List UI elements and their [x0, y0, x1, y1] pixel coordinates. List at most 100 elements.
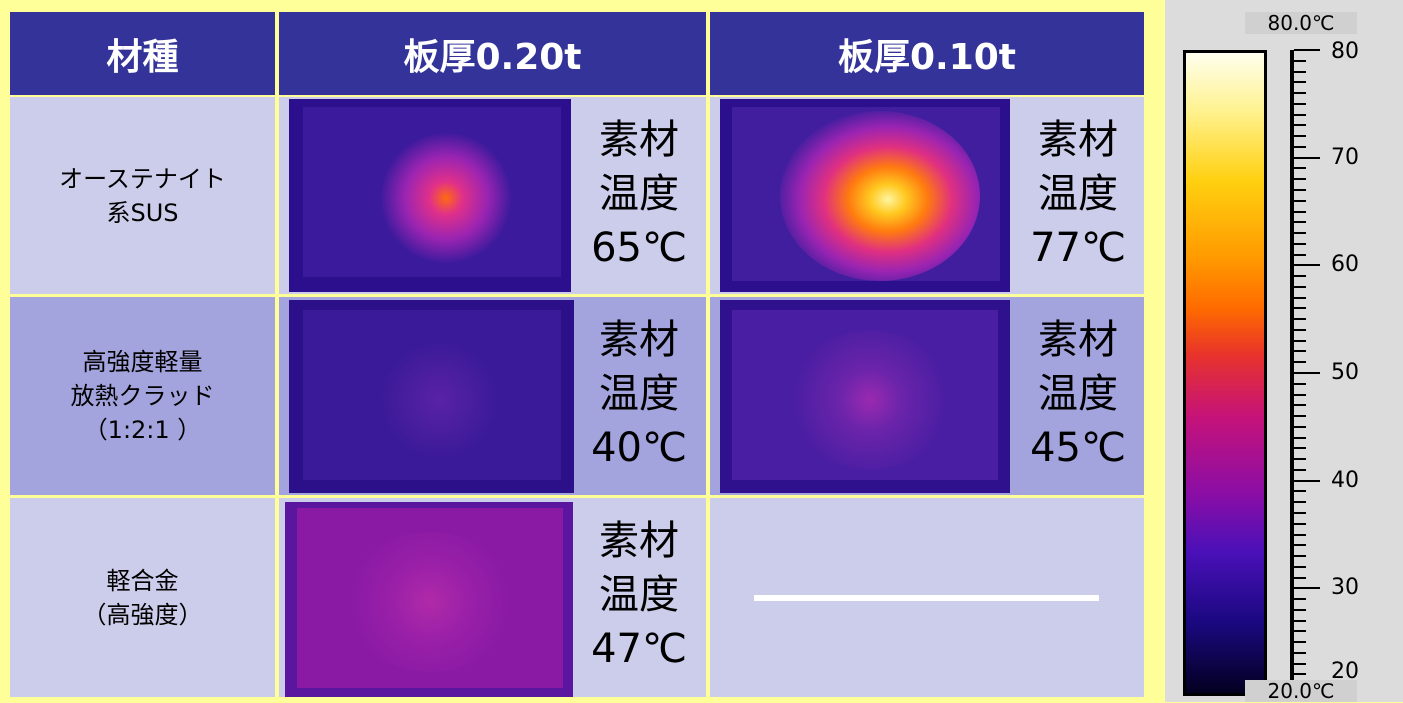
- scale-tick-label: 50: [1331, 360, 1359, 385]
- material-line: （高強度）: [82, 600, 203, 629]
- scale-tick: [1294, 264, 1320, 267]
- scale-tick: [1294, 178, 1306, 181]
- temperature-color-scale: 80.0℃ 80 70 60 50 40 30 20 20.0℃: [1165, 0, 1403, 702]
- scale-tick: [1294, 328, 1306, 331]
- material-temperature-label: 素材 温度 47℃: [591, 518, 687, 672]
- scale-tick: [1294, 393, 1306, 396]
- scale-tick: [1294, 253, 1306, 256]
- scale-tick: [1294, 350, 1306, 353]
- not-applicable-dash: [754, 595, 1099, 601]
- scale-tick: [1294, 210, 1306, 213]
- scale-tick: [1294, 425, 1306, 428]
- scale-tick: [1294, 124, 1306, 127]
- scale-tick: [1294, 651, 1306, 654]
- thermal-image-clad-020: [289, 300, 574, 493]
- scale-tick: [1294, 490, 1306, 493]
- cell-clad-020: 素材 温度 40℃: [279, 297, 706, 495]
- material-line: 系SUS: [106, 198, 179, 227]
- scale-tick: [1294, 468, 1306, 471]
- scale-tick: [1294, 339, 1306, 342]
- scale-tick: [1294, 81, 1306, 84]
- scale-tick-label: 30: [1331, 575, 1359, 601]
- scale-tick-label: 40: [1331, 467, 1359, 493]
- scale-tick: [1294, 641, 1306, 644]
- scale-tick-label: 80: [1331, 39, 1359, 64]
- scale-tick: [1294, 296, 1306, 299]
- scale-axis: [1290, 50, 1294, 696]
- scale-min-label: 20.0℃: [1245, 680, 1357, 702]
- material-temperature-label: 素材 温度 40℃: [591, 317, 687, 471]
- material-temperature-label: 素材 温度 45℃: [1030, 317, 1126, 471]
- thermal-image-sus-020: [289, 99, 571, 292]
- scale-tick: [1294, 92, 1306, 95]
- color-gradient-bar: [1183, 50, 1267, 696]
- thermal-image-sus-010: [720, 99, 1010, 292]
- scale-tick: [1294, 361, 1306, 364]
- scale-tick: [1294, 415, 1306, 418]
- header-thickness-010: 板厚0.10t: [710, 12, 1144, 95]
- scale-tick: [1294, 458, 1306, 461]
- material-line: （1:2:1 ）: [83, 416, 202, 444]
- scale-tick: [1294, 145, 1306, 148]
- scale-tick: [1294, 135, 1306, 138]
- scale-tick: [1294, 479, 1320, 482]
- scale-tick: [1294, 113, 1306, 116]
- material-line: 放熱クラッド: [70, 382, 215, 410]
- scale-tick: [1294, 199, 1306, 202]
- scale-tick: [1294, 102, 1306, 105]
- header-material: 材種: [10, 12, 275, 95]
- scale-tick: [1294, 232, 1306, 235]
- scale-tick: [1294, 242, 1306, 245]
- scale-tick: [1294, 619, 1306, 622]
- scale-tick: [1294, 70, 1306, 73]
- scale-tick: [1294, 544, 1306, 547]
- scale-tick: [1294, 662, 1306, 665]
- scale-tick: [1294, 59, 1306, 62]
- scale-tick: [1294, 447, 1306, 450]
- scale-tick: [1294, 382, 1306, 385]
- scale-tick: [1294, 501, 1306, 504]
- material-austenitic-sus: オーステナイト 系SUS: [10, 97, 275, 294]
- material-clad: 高強度軽量 放熱クラッド （1:2:1 ）: [10, 297, 275, 495]
- scale-tick: [1294, 318, 1306, 321]
- scale-tick: [1294, 555, 1306, 558]
- scale-tick: [1294, 511, 1306, 514]
- cell-sus-010: 素材 温度 77℃: [710, 97, 1144, 294]
- scale-tick: [1294, 188, 1306, 191]
- scale-tick: [1294, 522, 1306, 525]
- scale-tick: [1294, 167, 1306, 170]
- scale-tick: [1294, 156, 1320, 159]
- scale-tick: [1294, 285, 1306, 288]
- material-line: 軽合金: [106, 566, 179, 595]
- thermal-image-alloy-020: [285, 502, 573, 697]
- cell-sus-020: 素材 温度 65℃: [279, 97, 706, 294]
- scale-tick: [1294, 630, 1306, 633]
- scale-tick: [1294, 404, 1306, 407]
- cell-alloy-010: [710, 498, 1144, 697]
- cell-clad-010: 素材 温度 45℃: [710, 297, 1144, 495]
- material-light-alloy: 軽合金 （高強度）: [10, 498, 275, 697]
- material-temperature-label: 素材 温度 77℃: [1030, 117, 1126, 271]
- scale-tick: [1294, 673, 1306, 676]
- scale-tick: [1294, 533, 1306, 536]
- header-thickness-020: 板厚0.20t: [279, 12, 706, 95]
- scale-tick: [1294, 565, 1306, 568]
- material-temperature-label: 素材 温度 65℃: [591, 117, 687, 271]
- scale-tick-label: 20: [1331, 659, 1359, 684]
- scale-tick: [1294, 608, 1306, 611]
- scale-tick-label: 60: [1331, 252, 1359, 278]
- scale-tick: [1294, 576, 1306, 579]
- scale-max-label: 80.0℃: [1245, 12, 1357, 34]
- scale-tick-label: 70: [1331, 144, 1359, 170]
- thermal-image-clad-010: [720, 300, 1010, 493]
- material-line: 高強度軽量: [82, 348, 203, 376]
- scale-tick: [1294, 275, 1306, 278]
- material-line: オーステナイト: [59, 164, 226, 193]
- scale-tick: [1294, 587, 1320, 590]
- scale-tick: [1294, 372, 1320, 374]
- scale-tick: [1294, 49, 1320, 51]
- cell-alloy-020: 素材 温度 47℃: [279, 498, 706, 697]
- scale-tick: [1294, 307, 1306, 310]
- scale-tick: [1294, 598, 1306, 601]
- scale-tick: [1294, 436, 1306, 439]
